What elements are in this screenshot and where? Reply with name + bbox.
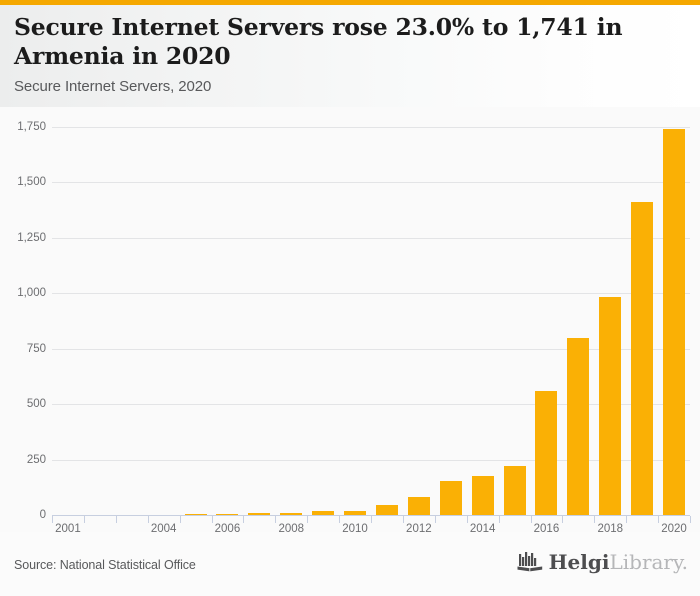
x-axis-tick: [466, 516, 468, 523]
y-axis-tick-label: 750: [26, 342, 46, 355]
bar-2016[interactable]: [535, 391, 558, 515]
bar-2012[interactable]: [407, 497, 430, 515]
open-book-icon: [517, 552, 542, 572]
plot-region: 0 250 500 750 1,000 1,250 1,500 1,750 2001 2004 2…: [0, 107, 700, 535]
source-label: Source: National Statistical Office: [14, 558, 196, 572]
bar-2017[interactable]: [567, 338, 590, 515]
x-axis-tick: [626, 516, 628, 523]
y-axis-tick-label: 1,250: [17, 231, 46, 244]
x-axis-tick: [402, 516, 404, 523]
x-axis-tick: [498, 516, 500, 523]
helgi-library-logo[interactable]: HelgiLibrary.: [517, 551, 688, 573]
gridline: [52, 293, 690, 295]
y-axis-tick-label: 1,500: [17, 176, 46, 189]
x-axis-line: [52, 515, 690, 516]
bar-2015[interactable]: [503, 465, 526, 515]
bar-2011[interactable]: [375, 505, 398, 515]
y-axis-tick-label: 500: [26, 398, 46, 411]
gridline: [52, 459, 690, 461]
x-axis-tick: [275, 516, 277, 523]
logo-library: Library: [609, 550, 682, 574]
logo-wordmark: HelgiLibrary.: [549, 552, 688, 572]
bar-2018[interactable]: [599, 296, 622, 515]
bar-2019[interactable]: [631, 201, 654, 515]
y-axis-tick-label: 0: [39, 509, 46, 521]
x-axis-tick: [530, 516, 532, 523]
x-axis-tick: [658, 516, 660, 523]
y-axis-tick-label: 1,750: [17, 121, 46, 133]
logo-dot: .: [681, 550, 688, 574]
plot-area: [52, 127, 690, 515]
x-axis-tick: [179, 516, 181, 523]
bar-2005[interactable]: [184, 513, 207, 515]
gridline: [52, 237, 690, 239]
x-axis-tick: [243, 516, 245, 523]
x-axis-tick: [83, 516, 85, 523]
chart-header: Secure Internet Servers rose 23.0% to 1,…: [0, 5, 700, 107]
page-title: Secure Internet Servers rose 23.0% to 1,…: [14, 13, 623, 70]
x-axis-tick: [52, 516, 53, 523]
chart-subtitle: Secure Internet Servers, 2020: [14, 78, 212, 95]
gridline: [52, 127, 690, 128]
x-axis-tick: [594, 516, 596, 523]
x-axis-tick: [690, 516, 691, 523]
bar-2020[interactable]: [663, 129, 686, 515]
chart-footer: Source: National Statistical Office Helg…: [0, 532, 700, 596]
gridline: [52, 348, 690, 350]
x-axis-tick: [307, 516, 309, 523]
gridline: [52, 182, 690, 184]
y-axis-tick-label: 250: [26, 453, 46, 466]
x-axis-tick: [562, 516, 564, 523]
bar-2014[interactable]: [471, 475, 494, 515]
bar-2007[interactable]: [248, 513, 271, 515]
x-axis-tick: [211, 516, 213, 523]
bar-2006[interactable]: [216, 513, 239, 515]
top-accent-bar: [0, 0, 700, 5]
x-axis-tick: [371, 516, 372, 523]
bar-2010[interactable]: [344, 510, 367, 515]
y-axis: 0 250 500 750 1,000 1,250 1,500 1,750: [0, 121, 46, 521]
bar-2013[interactable]: [439, 480, 462, 515]
logo-helgi: Helgi: [548, 550, 610, 574]
x-axis-tick: [339, 516, 341, 523]
x-axis-tick: [115, 516, 117, 523]
x-axis-tick: [147, 516, 149, 523]
gridline: [52, 404, 690, 406]
y-axis-tick-label: 1,000: [17, 287, 46, 300]
x-axis-tick: [434, 516, 436, 523]
bar-2009[interactable]: [312, 511, 335, 515]
bar-2008[interactable]: [280, 513, 303, 515]
